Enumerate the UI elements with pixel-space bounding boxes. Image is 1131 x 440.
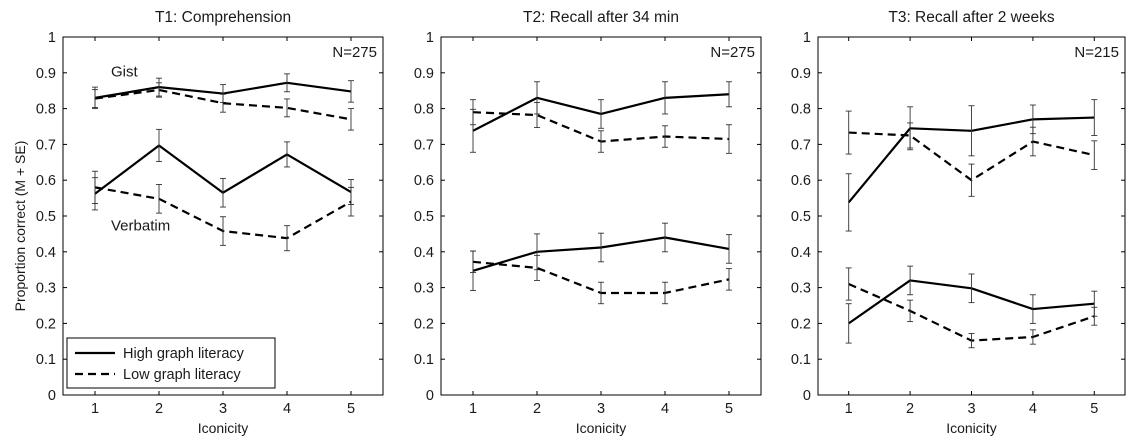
series-verbatim-high-literacy [470,222,732,291]
legend-box [66,337,276,389]
x-tick-label: 2 [533,401,541,417]
series-gist-low-literacy [92,82,354,131]
y-tick-label: 0.8 [414,102,434,118]
y-tick-label: 1 [48,30,56,46]
y-tick-label: 0 [426,388,434,404]
y-tick-label: 0.3 [414,281,434,297]
series-gist-low-literacy [845,110,1098,197]
legend-label: Low graph literacy [123,367,241,383]
x-tick-label: 3 [597,401,605,417]
y-tick-label: 0.9 [36,66,56,82]
x-tick-label: 1 [845,401,853,417]
y-tick-label: 0.6 [791,173,811,189]
series-verbatim-high-literacy [845,265,1098,344]
legend-label: High graph literacy [123,346,245,362]
y-tick-label: 0.8 [36,102,56,118]
x-tick-label: 4 [283,401,291,417]
x-axis-label: Iconicity [946,420,997,436]
panel-title: T3: Recall after 2 weeks [888,9,1055,26]
y-tick-label: 0.9 [791,66,811,82]
sample-size-label: N=275 [332,44,377,61]
y-tick-label: 0.1 [36,352,56,368]
y-tick-label: 0.7 [791,137,811,153]
y-tick-label: 0.9 [414,66,434,82]
y-tick-label: 0.4 [791,245,811,261]
y-tick-label: 0 [803,388,811,404]
y-tick-label: 0.6 [36,173,56,189]
x-tick-label: 3 [219,401,227,417]
series-gist-low-literacy [470,99,732,154]
group-annotation: Gist [111,63,139,80]
x-tick-label: 1 [91,401,99,417]
x-tick-label: 2 [155,401,163,417]
series-verbatim-high-literacy [92,128,354,211]
y-tick-label: 0 [48,388,56,404]
y-tick-label: 0.5 [36,209,56,225]
x-tick-label: 5 [1090,401,1098,417]
y-tick-label: 0.5 [414,209,434,225]
panel-title: T2: Recall after 34 min [523,9,679,26]
y-tick-label: 0.8 [791,102,811,118]
panel-title: T1: Comprehension [155,9,291,26]
group-annotation: Verbatim [111,217,170,234]
x-tick-label: 2 [906,401,914,417]
y-tick-label: 0.3 [36,281,56,297]
x-tick-label: 4 [661,401,669,417]
y-axis-label: Proportion correct (M + SE) [12,141,28,312]
series-verbatim-low-literacy [92,170,354,252]
panel-1: 0 0.1 0.2 0.3 0.4 0.5 0.6 0.7 0.8 0.9 1 1 2 3 4 5 T1: Co… [12,9,384,436]
y-tick-label: 0.2 [36,316,56,332]
y-tick-label: 0.5 [791,209,811,225]
x-tick-label: 5 [347,401,355,417]
y-tick-label: 1 [803,30,811,46]
panel-2: 0 0.1 0.2 0.3 0.4 0.5 0.6 0.7 0.8 0.9 1 1 2 3 4 5 T2: Re… [414,9,762,436]
y-tick-label: 0.7 [414,137,434,153]
series-gist-high-literacy [845,99,1098,232]
y-tick-label: 0.7 [36,137,56,153]
sample-size-label: N=275 [710,44,755,61]
x-axis-label: Iconicity [576,420,627,436]
series-verbatim-low-literacy [845,267,1098,349]
x-tick-label: 3 [967,401,975,417]
series-verbatim-low-literacy [470,250,732,305]
x-tick-label: 1 [469,401,477,417]
x-tick-label: 4 [1029,401,1037,417]
y-tick-label: 0.3 [791,281,811,297]
series-line [94,88,352,121]
y-tick-label: 0.4 [36,245,56,261]
plot-frame [440,36,762,396]
y-tick-label: 0.2 [414,316,434,332]
y-tick-label: 0.1 [791,352,811,368]
sample-size-label: N=215 [1074,44,1119,61]
y-tick-label: 0.4 [414,245,434,261]
x-axis-label: Iconicity [198,420,249,436]
legend: High graph literacy Low graph literacy [66,337,276,389]
y-tick-label: 0.1 [414,352,434,368]
y-tick-label: 0.6 [414,173,434,189]
y-tick-label: 1 [426,30,434,46]
panel-3: 0 0.1 0.2 0.3 0.4 0.5 0.6 0.7 0.8 0.9 1 1 2 3 4 5 T3: Re… [791,9,1126,436]
x-tick-label: 5 [725,401,733,417]
y-tick-label: 0.2 [791,316,811,332]
